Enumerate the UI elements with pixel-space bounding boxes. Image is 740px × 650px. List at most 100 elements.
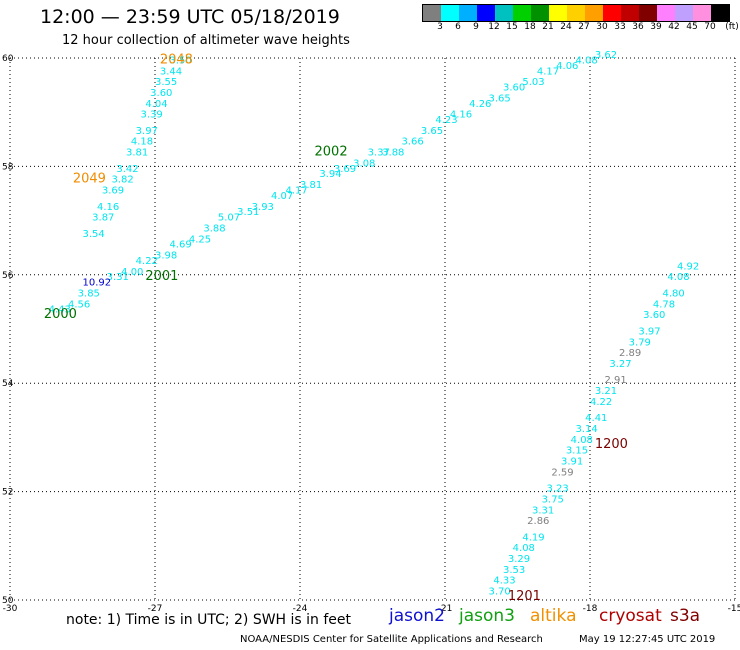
latitude-tick-label: 56 xyxy=(2,271,14,281)
wave-height-label: 3.69 xyxy=(334,164,356,175)
color-scale-label: 70 xyxy=(704,22,716,32)
pass-time-label: 2001 xyxy=(145,269,178,284)
wave-height-label: 4.69 xyxy=(170,240,192,251)
wave-height-label: 4.08 xyxy=(576,55,598,66)
color-swatch xyxy=(477,5,495,21)
color-scale-label: 42 xyxy=(668,22,680,32)
wave-height-label: 3.23 xyxy=(547,484,569,495)
color-swatch xyxy=(585,5,603,21)
wave-height-label: 3.54 xyxy=(83,229,105,240)
wave-height-label: 3.55 xyxy=(155,77,177,88)
wave-height-label: 4.25 xyxy=(189,234,211,245)
color-swatch xyxy=(549,5,567,21)
satellite-name-cryosat: cryosat xyxy=(599,606,662,626)
color-swatch xyxy=(693,5,711,21)
wave-height-label: 3.70 xyxy=(489,587,511,598)
wave-height-label: 4.08 xyxy=(667,272,689,283)
wave-height-label: 3.60 xyxy=(643,310,665,321)
wave-height-label: 4.00 xyxy=(121,267,143,278)
color-scale-label: 6 xyxy=(455,22,461,32)
color-scale-bar xyxy=(422,4,730,22)
wave-height-label: 3.97 xyxy=(136,126,158,137)
wave-height-label: 3.60 xyxy=(150,88,172,99)
wave-height-label: 3.85 xyxy=(78,288,100,299)
wave-height-label: 3.42 xyxy=(116,164,138,175)
color-scale-label: 33 xyxy=(614,22,626,32)
wave-height-label: 4.17 xyxy=(286,186,308,197)
wave-height-label: 3.91 xyxy=(561,457,583,468)
color-swatch xyxy=(567,5,585,21)
color-swatch xyxy=(531,5,549,21)
wave-height-label: 3.39 xyxy=(141,110,163,121)
wave-height-label: 3.37 xyxy=(368,148,390,159)
wave-height-label: 4.08 xyxy=(571,435,593,446)
color-swatch xyxy=(495,5,513,21)
color-swatch xyxy=(657,5,675,21)
color-scale-label: 15 xyxy=(506,22,518,32)
wave-height-label: 3.87 xyxy=(92,213,114,224)
wave-height-label: 4.04 xyxy=(145,99,167,110)
color-scale-label: (ft) xyxy=(725,22,739,32)
latitude-tick-label: 50 xyxy=(2,596,14,606)
wave-height-label: 3.66 xyxy=(402,137,424,148)
wave-height-label: 3.81 xyxy=(300,180,322,191)
latitude-tick-label: 58 xyxy=(2,162,14,172)
wave-height-label: 3.65 xyxy=(421,126,443,137)
color-scale-label: 39 xyxy=(650,22,662,32)
wave-height-label: 4.23 xyxy=(435,115,457,126)
wave-height-label: 4.17 xyxy=(537,66,559,77)
latitude-tick-label: 54 xyxy=(2,379,14,389)
wave-height-label: 2.59 xyxy=(551,467,573,478)
color-scale-label: 3 xyxy=(437,22,443,32)
wave-height-label: 3.98 xyxy=(155,251,177,262)
wave-height-label: 3.88 xyxy=(382,148,404,159)
wave-height-label: 3.51 xyxy=(237,207,259,218)
color-scale-labels: 3 6 9 12 15 18 21 24 27 30 33 36 39 42 45 70 (ft) xyxy=(422,22,740,34)
longitude-tick-label: -27 xyxy=(148,604,163,614)
color-swatch xyxy=(603,5,621,21)
color-scale-label: 27 xyxy=(578,22,590,32)
longitude-tick-label: -15 xyxy=(728,604,740,614)
wave-height-label: 4.16 xyxy=(97,202,119,213)
color-swatch xyxy=(441,5,459,21)
wave-height-label: 3.44 xyxy=(160,66,182,77)
wave-height-label: 5.07 xyxy=(218,213,240,224)
wave-height-label: 10.92 xyxy=(83,278,112,289)
wave-height-label: 3.15 xyxy=(566,446,588,457)
color-swatch xyxy=(621,5,639,21)
color-scale-label: 9 xyxy=(473,22,479,32)
wave-height-label: 4.08 xyxy=(513,543,535,554)
credit-text: NOAA/NESDIS Center for Satellite Applica… xyxy=(240,634,543,645)
wave-height-label: 4.19 xyxy=(522,532,544,543)
satellite-name-jason3: jason3 xyxy=(459,606,515,626)
wave-height-label: 3.31 xyxy=(107,272,129,283)
wave-height-label: 4.41 xyxy=(585,413,607,424)
wave-height-label: 3.94 xyxy=(319,169,341,180)
pass-time-label: 1201 xyxy=(508,589,541,604)
wave-height-label: 2.89 xyxy=(619,348,641,359)
satellite-name-jason2: jason2 xyxy=(389,606,445,626)
wave-height-label: 3.75 xyxy=(542,494,564,505)
satellite-name-altika: altika xyxy=(530,606,577,626)
color-scale-label: 36 xyxy=(632,22,644,32)
color-scale-label: 24 xyxy=(560,22,572,32)
wave-height-label: 3.29 xyxy=(508,554,530,565)
color-swatch xyxy=(675,5,693,21)
pass-time-label: 2049 xyxy=(73,172,106,187)
wave-height-label: 2.91 xyxy=(605,375,627,386)
wave-height-label: 4.22 xyxy=(590,397,612,408)
wave-height-label: 3.79 xyxy=(629,337,651,348)
wave-height-label: 4.43 xyxy=(49,305,71,316)
wave-height-label: 3.65 xyxy=(489,93,511,104)
wave-height-label: 4.80 xyxy=(663,288,685,299)
wave-height-label: 4.92 xyxy=(677,261,699,272)
color-scale-label: 21 xyxy=(542,22,554,32)
wave-height-label: 4.06 xyxy=(556,61,578,72)
wave-height-label: 5.03 xyxy=(522,77,544,88)
wave-height-label: 3.53 xyxy=(503,565,525,576)
wave-height-label: 2.86 xyxy=(527,516,549,527)
color-scale-label: 18 xyxy=(524,22,536,32)
pass-time-label: 1200 xyxy=(595,437,628,452)
longitude-tick-label: -18 xyxy=(583,604,598,614)
wave-height-label: 3.82 xyxy=(112,175,134,186)
